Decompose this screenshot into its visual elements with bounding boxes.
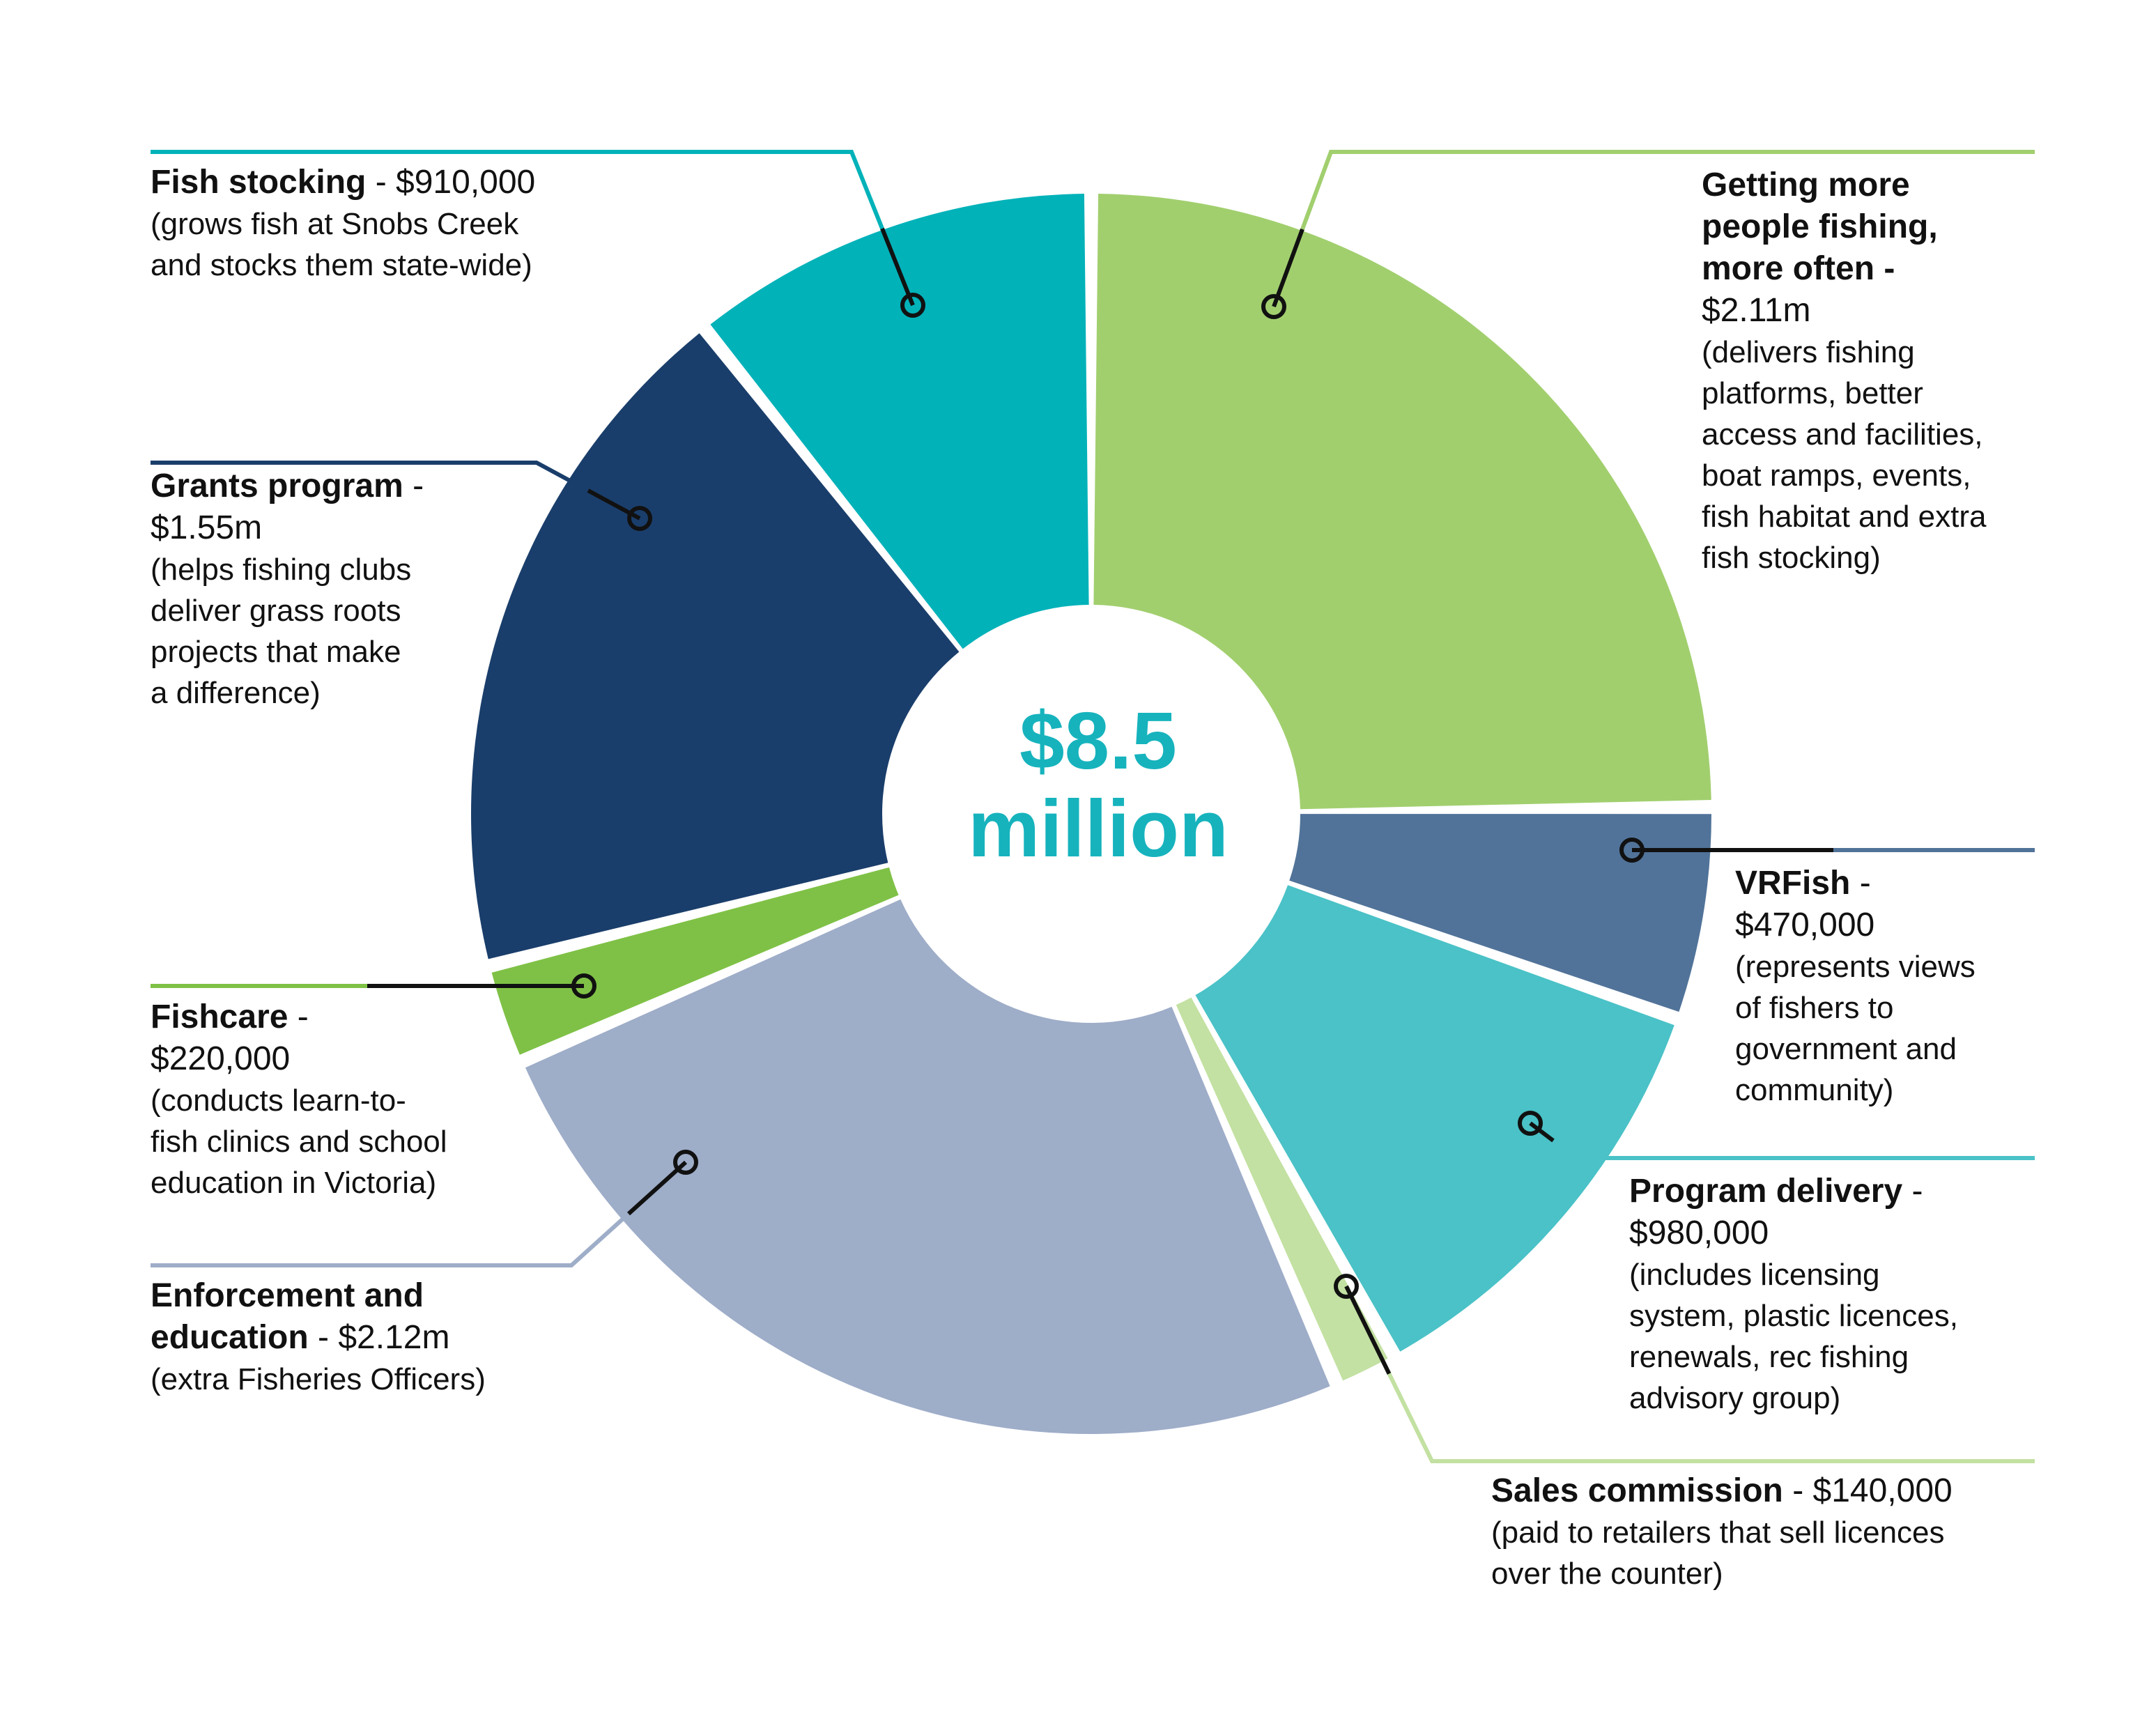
leader-dot-enforcement: [673, 1150, 698, 1175]
fishcare-desc-3: education in Victoria): [151, 1166, 437, 1200]
fishcare-desc-2: fish clinics and school: [151, 1125, 447, 1159]
center-total-unit: million: [968, 783, 1229, 874]
center-total-label: $8.5 million: [952, 697, 1245, 872]
leader-dot-getting: [1261, 294, 1286, 319]
leader-dot-grants: [627, 506, 652, 531]
program-amount: $980,000: [1629, 1214, 1769, 1251]
getting-desc-1: (delivers fishing: [1702, 335, 1915, 369]
slice-grants: [471, 333, 960, 959]
label-grants-program: Grants program - $1.55m (helps fishing c…: [151, 465, 541, 714]
label-fish-stocking: Fish stocking - $910,000 (grows fish at …: [151, 162, 680, 286]
vrfish-desc-3: government and: [1735, 1032, 1957, 1066]
enforcement-desc-1: (extra Fisheries Officers): [151, 1362, 486, 1396]
vrfish-name: VRFish: [1735, 865, 1851, 902]
leader-dot-vrfish: [1619, 838, 1645, 863]
leader-grants: [151, 461, 652, 531]
leader-sales: [1334, 1274, 2035, 1463]
leader-stocking: [151, 150, 925, 318]
vrfish-amount: $470,000: [1735, 907, 1875, 943]
label-enforcement: Enforcement and education - $2.12m (extr…: [151, 1275, 638, 1400]
fish-stocking-name: Fish stocking: [151, 164, 367, 201]
leader-getting: [1261, 150, 2035, 319]
leader-enforcement: [151, 1150, 698, 1267]
grants-name: Grants program: [151, 468, 403, 504]
program-name: Program delivery: [1629, 1173, 1903, 1210]
sales-name: Sales commission: [1491, 1472, 1783, 1509]
getting-desc-3: access and facilities,: [1702, 417, 1983, 452]
sales-desc-1: (paid to retailers that sell licences: [1491, 1516, 1945, 1550]
slice-getting: [1093, 194, 1711, 810]
slice-vrfish: [1289, 814, 1711, 1012]
label-program-delivery: Program delivery - $980,000 (includes li…: [1629, 1171, 2131, 1419]
center-total-amount: $8.5: [1019, 695, 1177, 786]
label-vrfish: VRFish - $470,000 (represents views of f…: [1735, 863, 2125, 1111]
vrfish-desc-2: of fishers to: [1735, 991, 1894, 1025]
slice-program: [1195, 885, 1674, 1352]
fish-stocking-desc-1: (grows fish at Snobs Creek: [151, 207, 519, 241]
grants-desc-4: a difference): [151, 676, 321, 710]
leader-fishcare: [151, 973, 596, 998]
leader-vrfish: [1619, 838, 2035, 863]
leader-dot-sales: [1334, 1274, 1359, 1299]
fish-stocking-desc-2: and stocks them state-wide): [151, 248, 532, 282]
getting-name-2: people fishing,: [1702, 208, 1938, 245]
grants-amount: $1.55m: [151, 509, 263, 546]
leader-dot-stocking: [900, 293, 925, 318]
label-sales-commission: Sales commission - $140,000 (paid to ret…: [1491, 1470, 2118, 1594]
getting-desc-5: fish habitat and extra: [1702, 500, 1987, 534]
slice-stocking: [710, 194, 1089, 649]
getting-name-3: more often: [1702, 250, 1875, 287]
label-getting-more-fishing: Getting more people fishing, more often …: [1702, 164, 2120, 578]
sales-desc-2: over the counter): [1491, 1557, 1723, 1591]
sales-amount: $140,000: [1812, 1472, 1953, 1509]
fish-stocking-amount: $910,000: [396, 164, 536, 201]
getting-desc-2: platforms, better: [1702, 376, 1923, 410]
grants-desc-1: (helps fishing clubs: [151, 553, 412, 587]
getting-name-1: Getting more: [1702, 167, 1910, 203]
vrfish-desc-1: (represents views: [1735, 950, 1976, 984]
vrfish-desc-4: community): [1735, 1073, 1894, 1107]
grants-desc-2: deliver grass roots: [151, 594, 401, 628]
getting-desc-6: fish stocking): [1702, 541, 1881, 575]
enforcement-name-1: Enforcement and: [151, 1277, 424, 1314]
leader-dot-fishcare: [571, 973, 596, 998]
program-desc-2: system, plastic licences,: [1629, 1299, 1958, 1333]
getting-amount: $2.11m: [1702, 292, 1811, 329]
program-desc-3: renewals, rec fishing: [1629, 1340, 1909, 1374]
leader-dot-program: [1518, 1111, 1543, 1136]
enforcement-amount: $2.12m: [338, 1319, 450, 1356]
grants-desc-3: projects that make: [151, 635, 401, 669]
leader-program: [1518, 1111, 2035, 1160]
fishcare-name: Fishcare: [151, 998, 288, 1035]
slice-fishcare: [491, 867, 899, 1055]
program-desc-1: (includes licensing: [1629, 1258, 1880, 1292]
fishcare-desc-1: (conducts learn-to-: [151, 1084, 406, 1118]
enforcement-name-2: education: [151, 1319, 309, 1356]
getting-desc-4: boat ramps, events,: [1702, 458, 1971, 493]
slice-enforcement: [525, 899, 1330, 1434]
program-desc-4: advisory group): [1629, 1381, 1841, 1415]
label-fishcare: Fishcare - $220,000 (conducts learn-to- …: [151, 996, 541, 1203]
fishcare-amount: $220,000: [151, 1040, 291, 1077]
